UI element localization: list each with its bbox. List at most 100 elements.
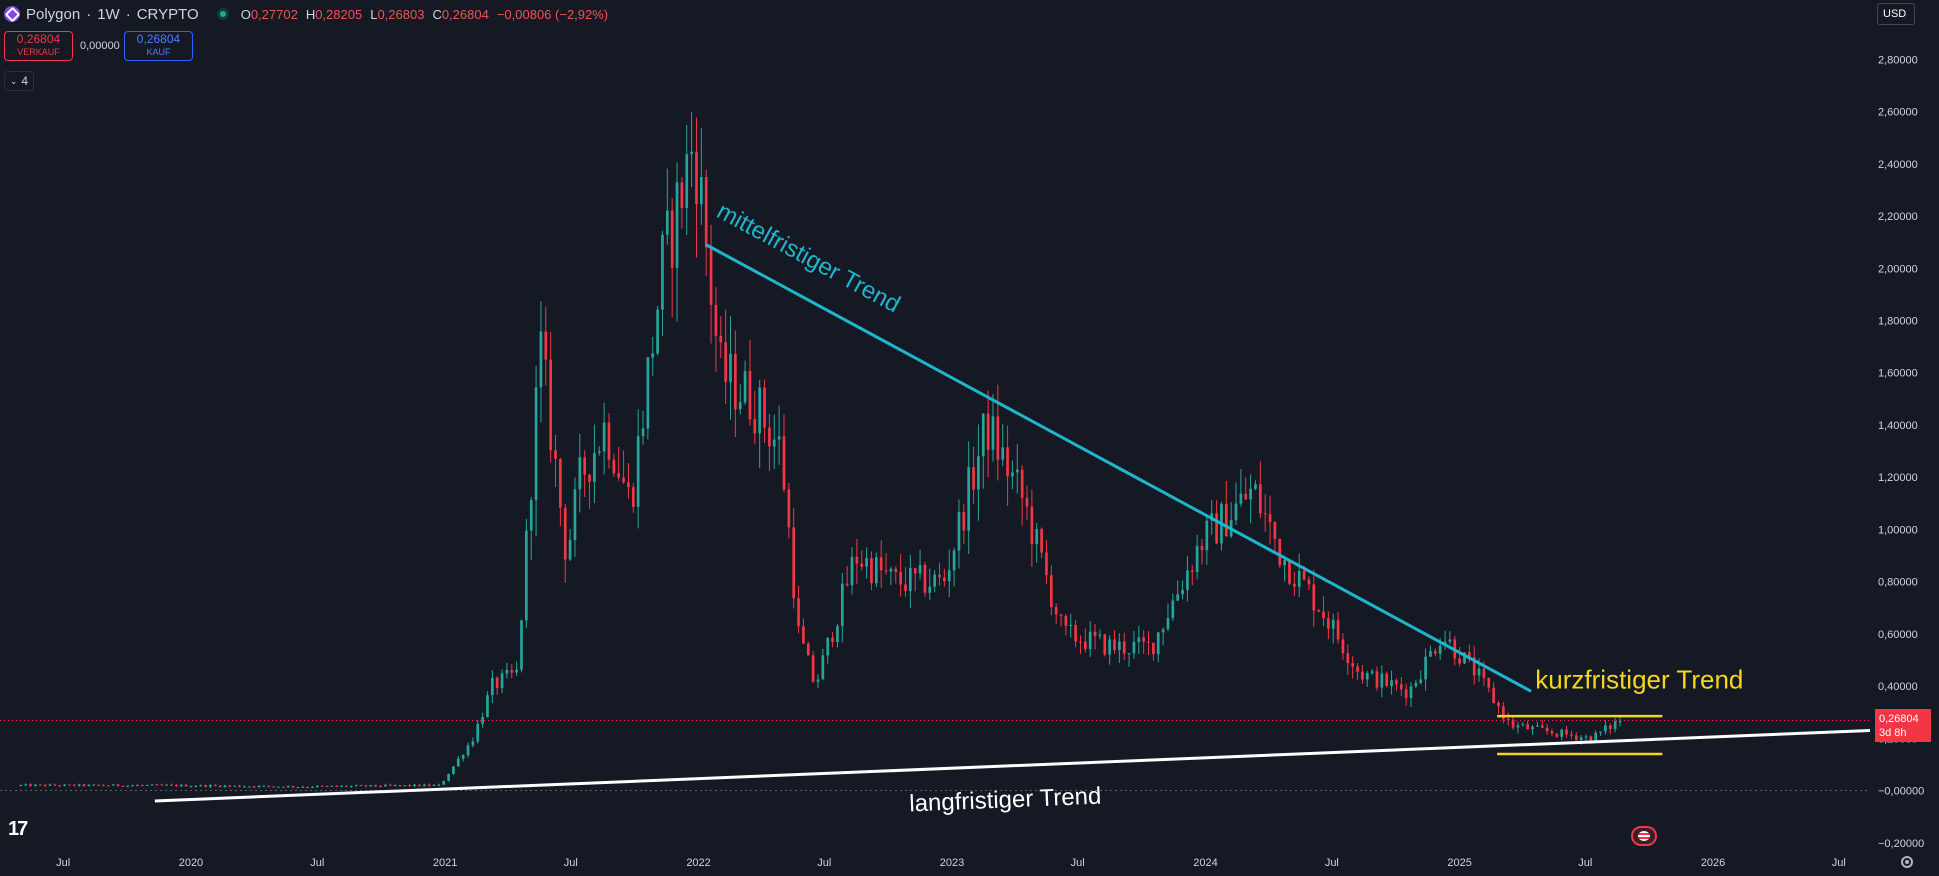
candle-body <box>1492 687 1495 703</box>
candle-body <box>777 436 781 440</box>
buy-label: KAUF <box>146 47 171 57</box>
x-tick-label: Jul <box>1832 857 1846 869</box>
candle-body <box>855 556 859 564</box>
candle-body <box>826 637 830 656</box>
candle-body <box>136 785 139 787</box>
candle-body <box>1526 724 1530 730</box>
candle-body <box>928 586 932 593</box>
candle-body <box>1322 611 1325 619</box>
candle-body <box>588 474 591 482</box>
candle-body <box>573 489 577 540</box>
candle-body <box>734 353 737 410</box>
candle-body <box>593 452 596 482</box>
candle-body <box>1467 652 1471 658</box>
candle-body <box>1375 671 1379 688</box>
candle-body <box>500 673 504 689</box>
sell-button[interactable]: 0,26804 VERKAUF <box>4 31 73 61</box>
indicators-collapse-button[interactable]: ⌄ 4 <box>4 71 34 91</box>
candle-body <box>476 723 480 742</box>
candle-body <box>296 787 300 789</box>
candle-body <box>432 784 436 786</box>
interval[interactable]: 1W <box>97 5 120 23</box>
candle-body <box>1497 702 1500 707</box>
candle-body <box>466 745 470 756</box>
candle-body <box>388 784 392 786</box>
candle-body <box>1540 725 1544 728</box>
candle-body <box>836 626 839 643</box>
candle-body <box>490 677 494 696</box>
settings-gear-icon[interactable] <box>1901 856 1913 868</box>
symbol-name[interactable]: Polygon <box>26 5 81 23</box>
y-tick-label: 0,60000 <box>1878 629 1918 641</box>
candle-body <box>471 741 475 746</box>
candle-body <box>1346 653 1350 664</box>
candle-body <box>34 784 37 787</box>
chevron-down-icon: ⌄ <box>9 75 18 86</box>
candle-body <box>398 785 402 787</box>
candle-body <box>943 577 946 582</box>
currency-selector[interactable]: USD <box>1877 3 1915 25</box>
candle-body <box>1472 657 1476 676</box>
tradingview-logo-icon[interactable]: 17 <box>8 818 28 841</box>
candle-body <box>145 784 149 786</box>
y-tick-label: 0,40000 <box>1878 681 1918 693</box>
candle-body <box>43 784 47 786</box>
candle-body <box>92 784 96 786</box>
separator: · <box>86 5 92 23</box>
candle-body <box>350 785 353 787</box>
us-flag-icon[interactable] <box>1631 826 1657 846</box>
exchange: CRYPTO <box>136 5 199 23</box>
buy-button[interactable]: 0,26804 KAUF <box>124 31 193 61</box>
candle-body <box>607 422 611 460</box>
candle-body <box>622 477 625 483</box>
tradingview-logo-text: 17 <box>8 818 28 840</box>
candle-body <box>1215 513 1218 544</box>
y-tick-label: 2,40000 <box>1878 159 1918 171</box>
candle-body <box>286 786 290 788</box>
candle-body <box>933 574 936 587</box>
candle-body <box>379 786 382 788</box>
candle-body <box>38 784 42 786</box>
candle-body <box>690 151 693 155</box>
y-tick-label: 2,20000 <box>1878 211 1918 223</box>
high-value: 0,28205 <box>315 6 363 22</box>
candle-body <box>1011 472 1014 477</box>
candle-body <box>1059 614 1063 616</box>
candle-body <box>1069 625 1073 627</box>
candle-body <box>602 422 606 452</box>
candle-body <box>670 210 674 268</box>
candle-body <box>1074 625 1077 642</box>
buy-price: 0,26804 <box>136 32 181 46</box>
y-tick-label: −0,20000 <box>1878 838 1924 850</box>
candle-body <box>991 416 995 450</box>
candle-body <box>889 568 893 572</box>
candle-body <box>48 784 52 786</box>
candle-body <box>1351 663 1355 667</box>
candle-body <box>1433 650 1437 654</box>
close-key: C <box>432 6 442 22</box>
candle-body <box>870 558 873 584</box>
candle-body <box>1618 721 1622 723</box>
candle-body <box>1040 528 1043 553</box>
candle-body <box>981 413 985 457</box>
candle-body <box>257 785 261 788</box>
candle-body <box>743 370 747 403</box>
y-tick-label: 1,20000 <box>1878 472 1918 484</box>
candle-body <box>850 556 854 586</box>
candle-body <box>228 785 232 787</box>
candle-body <box>29 784 32 787</box>
candle-body <box>1268 514 1272 522</box>
candle-body <box>661 234 664 310</box>
candle-body <box>1502 706 1505 719</box>
candle-body <box>1015 469 1019 473</box>
y-tick-label: 2,00000 <box>1878 263 1918 275</box>
candle-body <box>680 182 684 208</box>
candle-body <box>19 785 23 787</box>
candle-body <box>563 507 567 560</box>
market-status-icon[interactable] <box>216 8 229 20</box>
candle-body <box>1550 731 1554 734</box>
candle-body <box>1190 570 1194 573</box>
candle-body <box>515 669 518 673</box>
candle-body <box>1365 673 1369 680</box>
